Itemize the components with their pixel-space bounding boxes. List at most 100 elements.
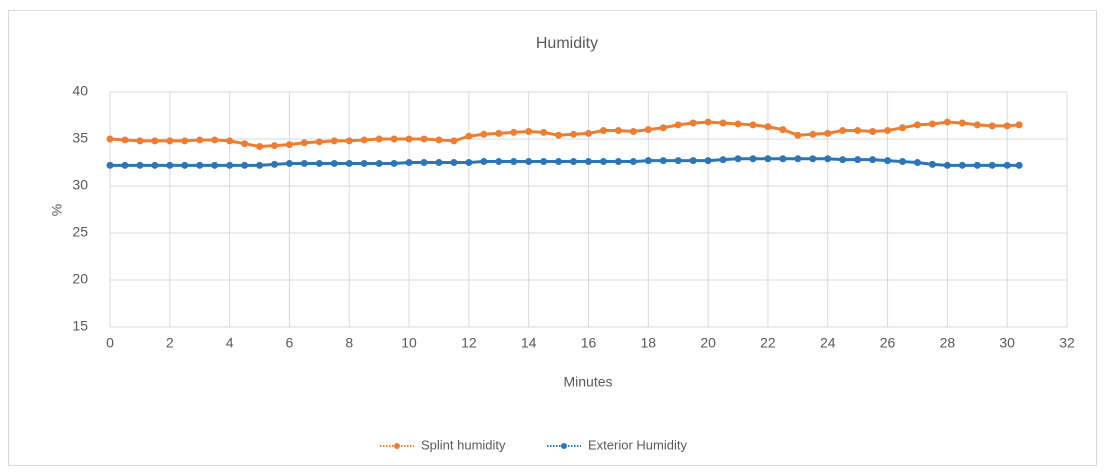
point	[151, 161, 159, 169]
point	[435, 136, 443, 144]
y-tick-label: 30	[72, 177, 88, 193]
y-tick-label: 35	[72, 130, 88, 146]
y-axis-label: %	[49, 204, 65, 216]
point	[599, 127, 607, 135]
point	[913, 121, 921, 129]
point	[226, 161, 234, 169]
point	[779, 155, 787, 163]
point	[1003, 161, 1011, 169]
point	[151, 137, 159, 145]
point	[644, 157, 652, 165]
point	[390, 135, 398, 143]
point	[360, 159, 368, 167]
point	[285, 159, 293, 167]
point	[495, 158, 503, 166]
point	[300, 139, 308, 147]
point	[510, 158, 518, 166]
x-tick-label: 6	[286, 335, 294, 351]
point	[943, 118, 951, 126]
point	[465, 159, 473, 166]
point	[106, 135, 114, 143]
point	[375, 159, 383, 167]
point	[973, 161, 981, 169]
point	[480, 130, 488, 138]
legend-marker	[561, 443, 567, 449]
point	[928, 120, 936, 128]
point	[570, 158, 578, 166]
point	[270, 142, 278, 150]
point	[973, 121, 981, 129]
point	[839, 127, 847, 135]
point	[121, 161, 129, 169]
point	[375, 135, 383, 143]
legend-label: Exterior Humidity	[588, 437, 687, 452]
x-tick-label: 4	[226, 335, 234, 351]
x-tick-label: 20	[700, 335, 716, 351]
point	[420, 159, 428, 166]
x-tick-label: 18	[641, 335, 657, 351]
point	[734, 120, 742, 128]
point	[555, 158, 563, 166]
point	[1015, 161, 1023, 169]
y-tick-label: 20	[72, 271, 88, 287]
point	[674, 121, 682, 129]
point	[629, 127, 637, 135]
point	[704, 118, 712, 126]
x-tick-label: 12	[461, 335, 477, 351]
x-tick-label: 8	[345, 335, 353, 351]
point	[226, 137, 234, 145]
point	[256, 143, 264, 151]
point	[405, 135, 413, 143]
point	[913, 159, 921, 166]
point	[749, 121, 757, 129]
point	[540, 128, 548, 136]
point	[943, 161, 951, 169]
point	[136, 137, 144, 145]
point	[480, 158, 488, 166]
chart-title: Humidity	[536, 35, 598, 52]
point	[211, 136, 219, 144]
point	[345, 137, 353, 145]
x-tick-label: 14	[521, 335, 537, 351]
point	[794, 155, 802, 163]
point	[674, 157, 682, 165]
point	[659, 124, 667, 132]
point	[405, 159, 413, 166]
point	[824, 155, 832, 163]
x-tick-label: 32	[1059, 335, 1075, 351]
point	[211, 161, 219, 169]
point	[854, 127, 862, 135]
x-tick-label: 28	[940, 335, 956, 351]
point	[390, 159, 398, 167]
point	[525, 127, 533, 135]
point	[719, 156, 727, 164]
point	[734, 155, 742, 163]
point	[360, 136, 368, 144]
point	[540, 158, 548, 166]
point	[958, 161, 966, 169]
point	[495, 129, 503, 137]
point	[315, 159, 323, 167]
x-tick-label: 0	[106, 335, 114, 351]
x-tick-label: 26	[880, 335, 896, 351]
point	[599, 158, 607, 166]
point	[181, 137, 189, 145]
point	[585, 158, 592, 166]
point	[869, 127, 877, 135]
point	[525, 158, 533, 166]
point	[420, 135, 428, 143]
x-tick-label: 10	[401, 335, 417, 351]
y-tick-label: 40	[72, 83, 88, 99]
point	[166, 161, 174, 169]
point	[555, 131, 563, 139]
point	[764, 155, 772, 163]
point	[629, 158, 637, 166]
point	[1015, 121, 1023, 129]
point	[181, 161, 189, 169]
point	[241, 140, 249, 148]
point	[809, 155, 817, 163]
point	[270, 160, 278, 168]
point	[928, 160, 936, 168]
point	[106, 161, 114, 169]
point	[256, 161, 264, 169]
